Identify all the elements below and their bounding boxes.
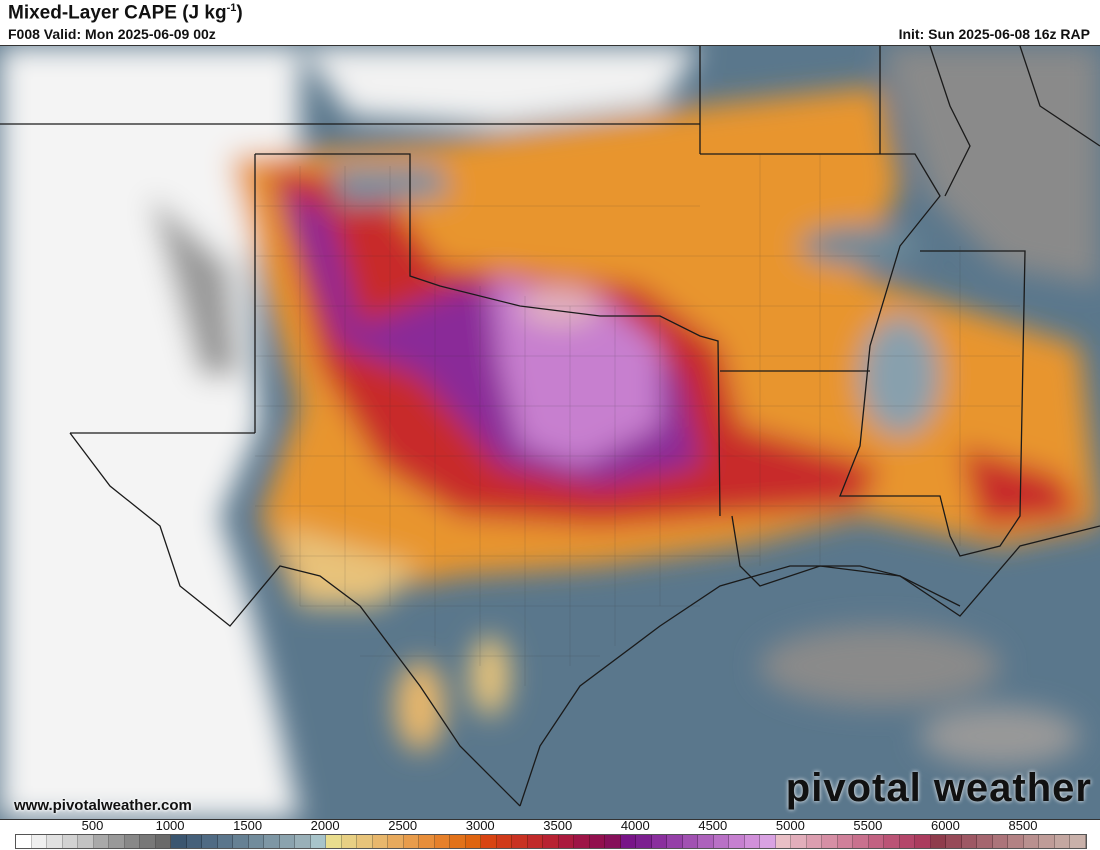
colorbar-swatch [496,835,512,848]
colorbar-swatch [264,835,280,848]
colorbar-swatch [310,835,326,848]
colorbar-swatch [899,835,915,848]
colorbar-swatch [372,835,388,848]
colorbar-swatch [341,835,357,848]
colorbar-swatch [155,835,171,848]
colorbar-label: 1000 [155,818,185,833]
colorbar-swatch [419,835,435,848]
colorbar-swatch [186,835,202,848]
colorbar-swatch [434,835,450,848]
colorbar-label: 4500 [698,818,728,833]
colorbar-swatch [93,835,109,848]
colorbar-swatch [1054,835,1070,848]
colorbar-label: 500 [81,818,104,833]
colorbar-swatch [357,835,373,848]
colorbar [15,834,1087,849]
colorbar-swatch [31,835,47,848]
colorbar-swatch [1008,835,1024,848]
colorbar-swatch [450,835,466,848]
colorbar-swatch [791,835,807,848]
init-time: Init: Sun 2025-06-08 16z RAP [898,26,1090,42]
colorbar-swatch [465,835,481,848]
colorbar-swatch [62,835,78,848]
colorbar-swatch [930,835,946,848]
state-borders [0,46,1100,807]
colorbar-swatch [946,835,962,848]
colorbar-swatch [636,835,652,848]
colorbar-swatch [527,835,543,848]
colorbar-swatch [682,835,698,848]
colorbar-label: 4000 [620,818,650,833]
colorbar-swatch [16,835,32,848]
colorbar-swatch [729,835,745,848]
colorbar-swatch [543,835,559,848]
colorbar-swatch [775,835,791,848]
colorbar-swatch [326,835,342,848]
colorbar-swatch [1023,835,1039,848]
colorbar-swatch [837,835,853,848]
colorbar-swatch [667,835,683,848]
colorbar-label: 1500 [233,818,263,833]
colorbar-swatch [868,835,884,848]
colorbar-swatch [713,835,729,848]
colorbar-label: 3000 [465,818,495,833]
map-title: Mixed-Layer CAPE (J kg-1) [8,2,243,24]
pivotal-weather-logo: pivotal weather [785,766,1092,810]
colorbar-swatch [605,835,621,848]
colorbar-swatch [620,835,636,848]
colorbar-swatch [915,835,931,848]
colorbar-swatch [202,835,218,848]
colorbar-swatch [806,835,822,848]
colorbar-swatch [233,835,249,848]
colorbar-label: 2000 [310,818,340,833]
colorbar-swatch [822,835,838,848]
valid-time: F008 Valid: Mon 2025-06-09 00z [8,26,216,42]
colorbar-swatch [403,835,419,848]
website-url: www.pivotalweather.com [14,797,192,814]
colorbar-swatch [512,835,528,848]
colorbar-swatch [853,835,869,848]
colorbar-swatch [481,835,497,848]
colorbar-swatch [47,835,63,848]
colorbar-swatch [248,835,264,848]
colorbar-swatch [961,835,977,848]
colorbar-swatch [140,835,156,848]
colorbar-swatch [388,835,404,848]
colorbar-swatch [884,835,900,848]
colorbar-swatch [1070,835,1086,848]
colorbar-swatch [760,835,776,848]
colorbar-swatch [78,835,94,848]
colorbar-swatch [992,835,1008,848]
colorbar-swatch [295,835,311,848]
colorbar-swatch [171,835,187,848]
colorbar-swatch [1039,835,1055,848]
colorbar-swatch [651,835,667,848]
colorbar-swatch [589,835,605,848]
colorbar-swatch [744,835,760,848]
colorbar-swatch [698,835,714,848]
colorbar-label: 2500 [388,818,418,833]
colorbar-swatch [124,835,140,848]
colorbar-label: 3500 [543,818,573,833]
colorbar-label: 5500 [853,818,883,833]
colorbar-swatch [977,835,993,848]
colorbar-swatch [279,835,295,848]
cape-map[interactable] [0,45,1100,820]
colorbar-label: 6000 [930,818,960,833]
colorbar-label: 8500 [1008,818,1038,833]
colorbar-swatch [217,835,233,848]
colorbar-swatch [109,835,125,848]
colorbar-swatch [558,835,574,848]
colorbar-swatch [574,835,590,848]
colorbar-label: 5000 [775,818,805,833]
